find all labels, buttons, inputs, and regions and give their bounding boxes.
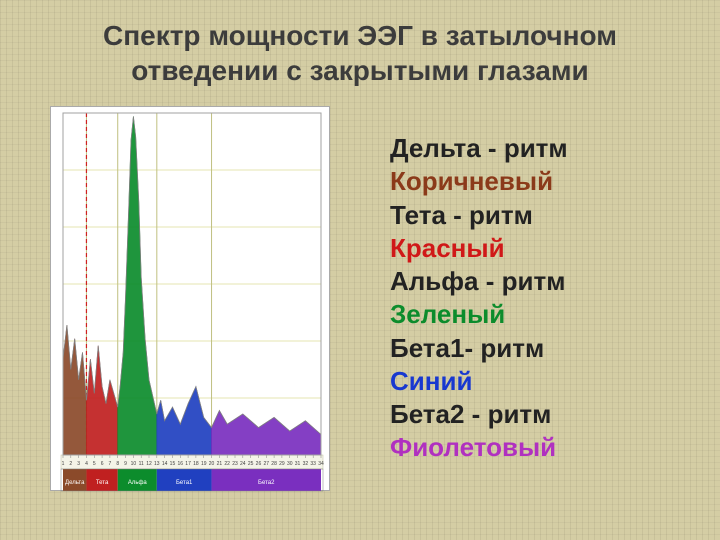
legend-item: Альфа - ритм bbox=[390, 265, 568, 298]
legend-item: Синий bbox=[390, 365, 568, 398]
spectrum-band-1 bbox=[87, 346, 118, 455]
legend-item: Фиолетовый bbox=[390, 431, 568, 464]
band-label: Бета2 bbox=[258, 480, 275, 486]
band-label: Дельта bbox=[65, 480, 85, 486]
spectrum-band-4 bbox=[212, 411, 322, 456]
slide-content: Спектр мощности ЭЭГ в затылочном отведен… bbox=[0, 0, 720, 540]
legend-item: Дельта - ритм bbox=[390, 132, 568, 165]
svg-text:6: 6 bbox=[101, 461, 104, 467]
svg-text:32: 32 bbox=[303, 461, 309, 467]
svg-text:3: 3 bbox=[77, 461, 80, 467]
svg-text:22: 22 bbox=[224, 461, 230, 467]
eeg-spectrum-svg: 1234567891011121314151617181920212223242… bbox=[51, 107, 331, 492]
legend-item: Зеленый bbox=[390, 298, 568, 331]
svg-text:12: 12 bbox=[146, 461, 152, 467]
svg-text:8: 8 bbox=[116, 461, 119, 467]
svg-text:25: 25 bbox=[248, 461, 254, 467]
spectrum-band-0 bbox=[63, 325, 87, 455]
svg-text:13: 13 bbox=[154, 461, 160, 467]
legend-item: Бета2 - ритм bbox=[390, 398, 568, 431]
svg-text:24: 24 bbox=[240, 461, 246, 467]
legend-item: Тета - ритм bbox=[390, 199, 568, 232]
legend-item: Коричневый bbox=[390, 165, 568, 198]
svg-text:20: 20 bbox=[209, 461, 215, 467]
eeg-spectrum-chart: 1234567891011121314151617181920212223242… bbox=[50, 106, 330, 491]
svg-text:31: 31 bbox=[295, 461, 301, 467]
svg-text:15: 15 bbox=[170, 461, 176, 467]
band-label: Бета1 bbox=[176, 480, 193, 486]
svg-text:33: 33 bbox=[310, 461, 316, 467]
band-label: Тета bbox=[96, 480, 109, 486]
svg-text:5: 5 bbox=[93, 461, 96, 467]
svg-text:27: 27 bbox=[263, 461, 269, 467]
svg-text:9: 9 bbox=[124, 461, 127, 467]
svg-text:28: 28 bbox=[271, 461, 277, 467]
svg-text:34: 34 bbox=[318, 461, 324, 467]
svg-text:4: 4 bbox=[85, 461, 88, 467]
svg-text:19: 19 bbox=[201, 461, 207, 467]
svg-text:26: 26 bbox=[256, 461, 262, 467]
legend-item: Бета1- ритм bbox=[390, 332, 568, 365]
page-title: Спектр мощности ЭЭГ в затылочном отведен… bbox=[0, 0, 720, 88]
svg-text:10: 10 bbox=[131, 461, 137, 467]
svg-text:11: 11 bbox=[139, 461, 144, 467]
svg-text:29: 29 bbox=[279, 461, 285, 467]
rhythm-legend: Дельта - ритмКоричневыйТета - ритмКрасны… bbox=[390, 132, 568, 465]
svg-text:18: 18 bbox=[193, 461, 199, 467]
svg-text:1: 1 bbox=[62, 461, 65, 467]
title-line-2: отведении с закрытыми глазами bbox=[0, 53, 720, 88]
svg-text:23: 23 bbox=[232, 461, 238, 467]
svg-text:30: 30 bbox=[287, 461, 293, 467]
title-line-1: Спектр мощности ЭЭГ в затылочном bbox=[0, 18, 720, 53]
svg-text:17: 17 bbox=[185, 461, 191, 467]
svg-text:7: 7 bbox=[109, 461, 112, 467]
band-label: Альфа bbox=[128, 480, 148, 486]
svg-text:21: 21 bbox=[217, 461, 223, 467]
svg-text:2: 2 bbox=[69, 461, 72, 467]
main-row: 1234567891011121314151617181920212223242… bbox=[0, 88, 720, 491]
svg-text:14: 14 bbox=[162, 461, 168, 467]
legend-item: Красный bbox=[390, 232, 568, 265]
svg-text:16: 16 bbox=[177, 461, 183, 467]
